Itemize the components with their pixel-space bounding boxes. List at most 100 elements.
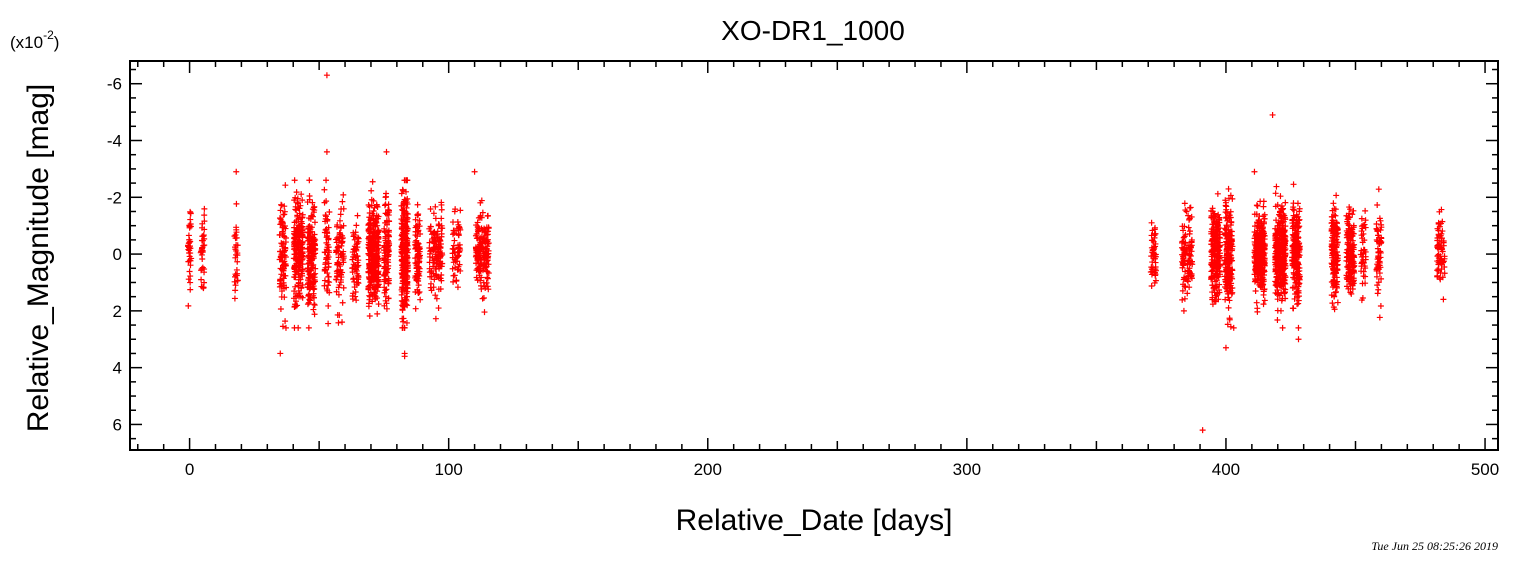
data-point xyxy=(1346,204,1353,211)
data-point xyxy=(1227,270,1234,277)
data-point xyxy=(1187,204,1194,211)
data-point xyxy=(404,302,411,309)
data-point xyxy=(1434,252,1441,259)
data-point xyxy=(1212,292,1219,299)
data-point xyxy=(309,199,316,206)
data-point xyxy=(311,311,318,318)
data-point xyxy=(432,315,439,322)
data-point xyxy=(403,290,410,297)
data-point xyxy=(1149,227,1156,234)
data-point xyxy=(321,277,328,284)
data-point xyxy=(1349,257,1356,264)
data-point xyxy=(295,271,302,278)
data-point xyxy=(354,253,361,260)
data-point xyxy=(1254,308,1261,315)
data-point xyxy=(1228,235,1235,242)
data-point xyxy=(1182,207,1189,214)
data-point xyxy=(399,315,406,322)
data-point xyxy=(1273,279,1280,286)
data-point xyxy=(452,206,459,213)
data-point xyxy=(1182,268,1189,275)
data-point xyxy=(1214,258,1221,265)
data-point xyxy=(1227,208,1234,215)
data-point xyxy=(1222,197,1229,204)
data-point xyxy=(1227,323,1234,330)
data-point xyxy=(484,274,491,281)
data-point xyxy=(1272,225,1279,232)
data-point xyxy=(385,238,392,245)
data-point xyxy=(373,262,380,269)
data-point xyxy=(306,252,313,259)
y-tick-label: 6 xyxy=(113,415,122,434)
data-point xyxy=(1151,279,1158,286)
data-point xyxy=(1349,252,1356,259)
data-point xyxy=(1435,251,1442,258)
data-point xyxy=(1210,210,1217,217)
data-point xyxy=(452,258,459,265)
data-point xyxy=(402,253,409,260)
data-point xyxy=(1180,253,1187,260)
x-tick-label: 400 xyxy=(1212,460,1240,479)
data-point xyxy=(295,247,302,254)
plot-frame xyxy=(129,60,1499,451)
data-point xyxy=(1152,266,1159,273)
data-point xyxy=(295,205,302,212)
data-point xyxy=(385,201,392,208)
data-point xyxy=(277,277,284,284)
data-point xyxy=(1436,223,1443,230)
data-point xyxy=(1253,260,1260,267)
data-point xyxy=(426,239,433,246)
data-point xyxy=(337,279,344,286)
data-point xyxy=(1273,248,1280,255)
data-point xyxy=(277,306,284,313)
data-point xyxy=(306,196,313,203)
data-point xyxy=(282,239,289,246)
data-point xyxy=(185,244,192,251)
data-point xyxy=(375,239,382,246)
data-point xyxy=(365,256,372,263)
data-point xyxy=(412,245,419,252)
data-point xyxy=(1295,254,1302,261)
data-point xyxy=(1224,246,1231,253)
data-point xyxy=(1215,255,1222,262)
data-point xyxy=(366,282,373,289)
data-point xyxy=(1334,278,1341,285)
data-point xyxy=(1209,247,1216,254)
data-point xyxy=(1274,317,1281,324)
data-point xyxy=(1273,230,1280,237)
data-point xyxy=(479,295,486,302)
data-point xyxy=(1281,290,1288,297)
data-point xyxy=(385,275,392,282)
data-point xyxy=(1216,214,1223,221)
data-point xyxy=(352,229,359,236)
data-point xyxy=(334,234,341,241)
data-point xyxy=(1216,281,1223,288)
data-point xyxy=(1224,287,1231,294)
data-point xyxy=(188,255,195,262)
data-point xyxy=(400,303,407,310)
data-point xyxy=(434,257,441,264)
data-point xyxy=(373,212,380,219)
data-point xyxy=(201,226,208,233)
data-point xyxy=(200,285,207,292)
data-point xyxy=(366,260,373,267)
data-point xyxy=(383,190,390,197)
data-point xyxy=(366,220,373,227)
data-point xyxy=(1277,307,1284,314)
data-point xyxy=(1215,296,1222,303)
data-point xyxy=(435,305,442,312)
data-point xyxy=(481,309,488,316)
data-point xyxy=(1226,297,1233,304)
data-point xyxy=(413,276,420,283)
data-point xyxy=(1278,297,1285,304)
data-point xyxy=(185,302,192,309)
data-point xyxy=(308,212,315,219)
data-point xyxy=(365,220,372,227)
data-point xyxy=(278,240,285,247)
data-point xyxy=(479,240,486,247)
data-point xyxy=(434,228,441,235)
data-point xyxy=(1276,282,1283,289)
data-point xyxy=(325,273,332,280)
data-point xyxy=(1360,230,1367,237)
data-point xyxy=(299,272,306,279)
